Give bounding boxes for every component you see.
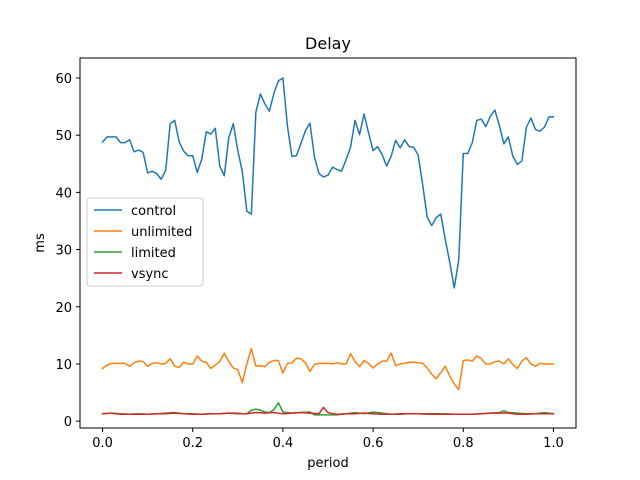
- y-tick-label: 20: [55, 301, 72, 316]
- legend-frame: [86, 197, 204, 287]
- y-axis: 0 10 20 30 40 50 60: [55, 72, 80, 430]
- series-line-vsync: [101, 406, 555, 416]
- legend-label-limited: limited: [131, 246, 176, 261]
- y-tick-label: 50: [55, 129, 72, 144]
- y-tick-label: 60: [55, 72, 72, 87]
- x-tick-label: 0.6: [363, 436, 384, 451]
- y-tick-label: 30: [55, 244, 72, 259]
- legend-label-unlimited: unlimited: [131, 225, 192, 240]
- y-axis-label: ms: [33, 233, 48, 253]
- chart-title: Delay: [305, 34, 351, 53]
- x-tick-label: 0.8: [453, 436, 474, 451]
- x-axis-label: period: [307, 456, 348, 471]
- y-tick-label: 10: [55, 358, 72, 373]
- series-line-unlimited: [101, 347, 555, 391]
- x-tick-label: 0.4: [273, 436, 294, 451]
- legend-label-vsync: vsync: [131, 267, 169, 282]
- x-tick-label: 1.0: [543, 436, 564, 451]
- x-tick-label: 0.0: [92, 436, 113, 451]
- legend-label-control: control: [131, 204, 176, 219]
- y-tick-label: 40: [55, 186, 72, 201]
- plot-frame: [79, 57, 577, 429]
- x-tick-label: 0.2: [182, 436, 203, 451]
- y-tick-label: 0: [64, 415, 72, 430]
- series-layer: [101, 77, 555, 416]
- x-axis: 0.0 0.2 0.4 0.6 0.8 1.0: [92, 428, 564, 451]
- legend: control unlimited limited vsync: [86, 197, 204, 287]
- series-line-control: [101, 77, 555, 289]
